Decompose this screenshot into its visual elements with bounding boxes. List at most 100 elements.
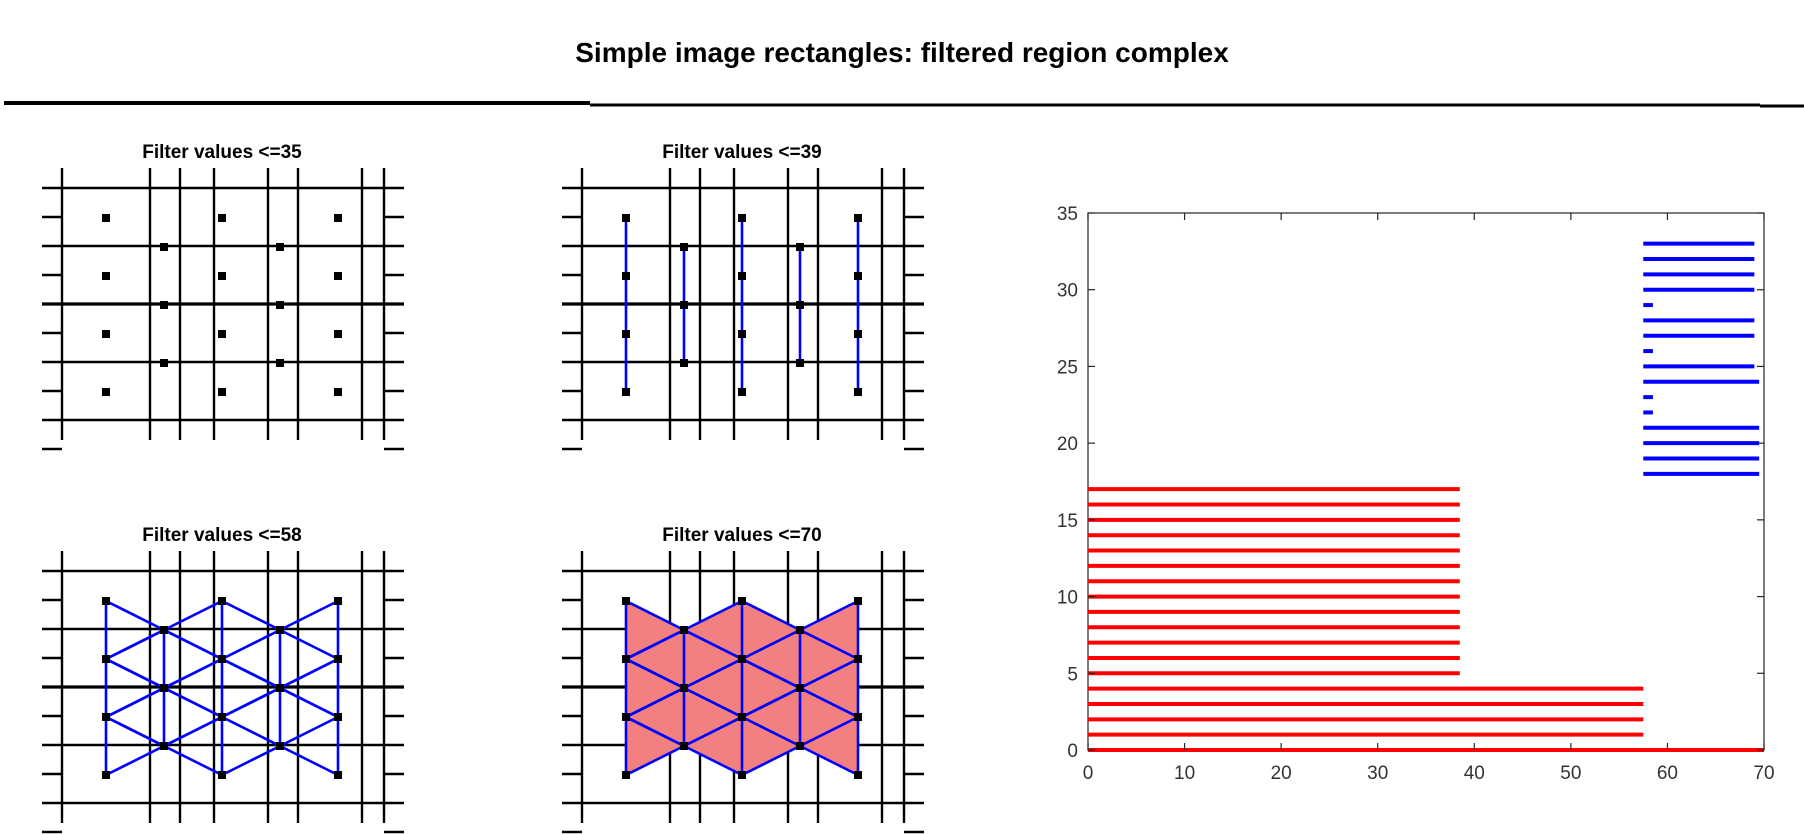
vertex: [738, 597, 746, 605]
vertex: [334, 713, 342, 721]
complex-edge: [220, 744, 282, 777]
complex-edge: [740, 744, 802, 777]
y-tick-label: 20: [1057, 434, 1078, 455]
complex-edge: [162, 715, 224, 748]
y-tick-label: 5: [1067, 664, 1078, 685]
edges: [624, 599, 860, 777]
vertex: [160, 742, 168, 750]
vertex: [102, 655, 110, 663]
panel-3: Filter values <=58: [42, 525, 404, 834]
complex-edge: [682, 628, 744, 661]
vertex: [680, 626, 688, 634]
vertex: [622, 655, 630, 663]
complex-edge: [740, 628, 802, 661]
vertex: [738, 655, 746, 663]
x-tick-label: 60: [1657, 763, 1678, 784]
vertex: [218, 214, 226, 222]
complex-edge: [220, 715, 282, 748]
vertex: [276, 243, 284, 251]
complex-edge: [104, 599, 166, 632]
y-tick-label: 0: [1067, 741, 1078, 762]
axes: 0 10 20 30 40 50 60 70 0 5 10 15 20 25 30 35: [1057, 204, 1775, 784]
complex-edge: [104, 715, 166, 748]
panel-title: Filter values <=35: [142, 142, 302, 163]
complex-edge: [162, 628, 224, 661]
vertex: [796, 359, 804, 367]
vertex: [160, 626, 168, 634]
vertex: [102, 272, 110, 280]
complex-edge: [278, 744, 340, 777]
vertex: [680, 359, 688, 367]
y-tick-label: 35: [1057, 204, 1078, 225]
y-tick-label: 30: [1057, 281, 1078, 302]
vertex: [854, 713, 862, 721]
complex-edge: [220, 599, 282, 632]
vertex: [276, 301, 284, 309]
x-tick-label: 40: [1464, 763, 1485, 784]
panel-title: Filter values <=58: [142, 525, 302, 546]
vertex: [276, 359, 284, 367]
barcode-chart: 0 10 20 30 40 50 60 70 0 5 10 15 20 25 30 35: [1057, 204, 1775, 784]
vertex: [680, 742, 688, 750]
vertex: [334, 655, 342, 663]
complex-edge: [682, 744, 744, 777]
x-tick-label: 20: [1271, 763, 1292, 784]
complex-edge: [798, 744, 860, 777]
panel-title: Filter values <=70: [662, 525, 822, 546]
vertex: [854, 214, 862, 222]
vertex: [854, 272, 862, 280]
vertex: [334, 771, 342, 779]
vertex: [102, 388, 110, 396]
complex-edge: [682, 715, 744, 748]
y-tick-label: 25: [1057, 357, 1078, 378]
vertex: [334, 214, 342, 222]
panel-1: Filter values <=35: [42, 142, 404, 451]
plot-area: [1087, 212, 1765, 751]
vertex: [854, 771, 862, 779]
complex-edge: [624, 628, 686, 661]
complex-edge: [798, 715, 860, 748]
vertex: [334, 272, 342, 280]
complex-edge: [278, 715, 340, 748]
complex-edge: [624, 744, 686, 777]
vertex: [160, 243, 168, 251]
vertex: [218, 713, 226, 721]
complex-edge: [104, 744, 166, 777]
panel-2: Filter values <=39: [562, 142, 924, 451]
vertex: [218, 655, 226, 663]
x-tick-label: 10: [1174, 763, 1195, 784]
vertex: [276, 742, 284, 750]
vertex: [738, 214, 746, 222]
vertex: [218, 597, 226, 605]
complex-edge: [162, 744, 224, 777]
complex-edge: [798, 599, 860, 632]
vertex: [738, 771, 746, 779]
complex-edge: [740, 599, 802, 632]
vertex: [738, 388, 746, 396]
complex-edge: [624, 715, 686, 748]
vertex: [102, 597, 110, 605]
vertex: [218, 771, 226, 779]
vertex: [102, 214, 110, 222]
vertex: [622, 330, 630, 338]
vertex: [680, 684, 688, 692]
x-tick-label: 50: [1560, 763, 1581, 784]
vertex: [334, 597, 342, 605]
vertices: [622, 214, 862, 396]
complex-edge: [104, 628, 166, 661]
vertex: [160, 684, 168, 692]
vertex: [218, 388, 226, 396]
y-tick-label: 15: [1057, 511, 1078, 532]
complex-panels: Filter values <=35 Filter values <=39 Filt…: [42, 142, 924, 834]
complex-edge: [278, 628, 340, 661]
vertex: [218, 330, 226, 338]
vertex: [738, 272, 746, 280]
vertex: [796, 301, 804, 309]
vertex: [622, 597, 630, 605]
vertex: [622, 713, 630, 721]
vertex: [738, 713, 746, 721]
x-tick-label: 30: [1367, 763, 1388, 784]
panel-4: Filter values <=70: [562, 525, 924, 834]
vertex: [622, 272, 630, 280]
